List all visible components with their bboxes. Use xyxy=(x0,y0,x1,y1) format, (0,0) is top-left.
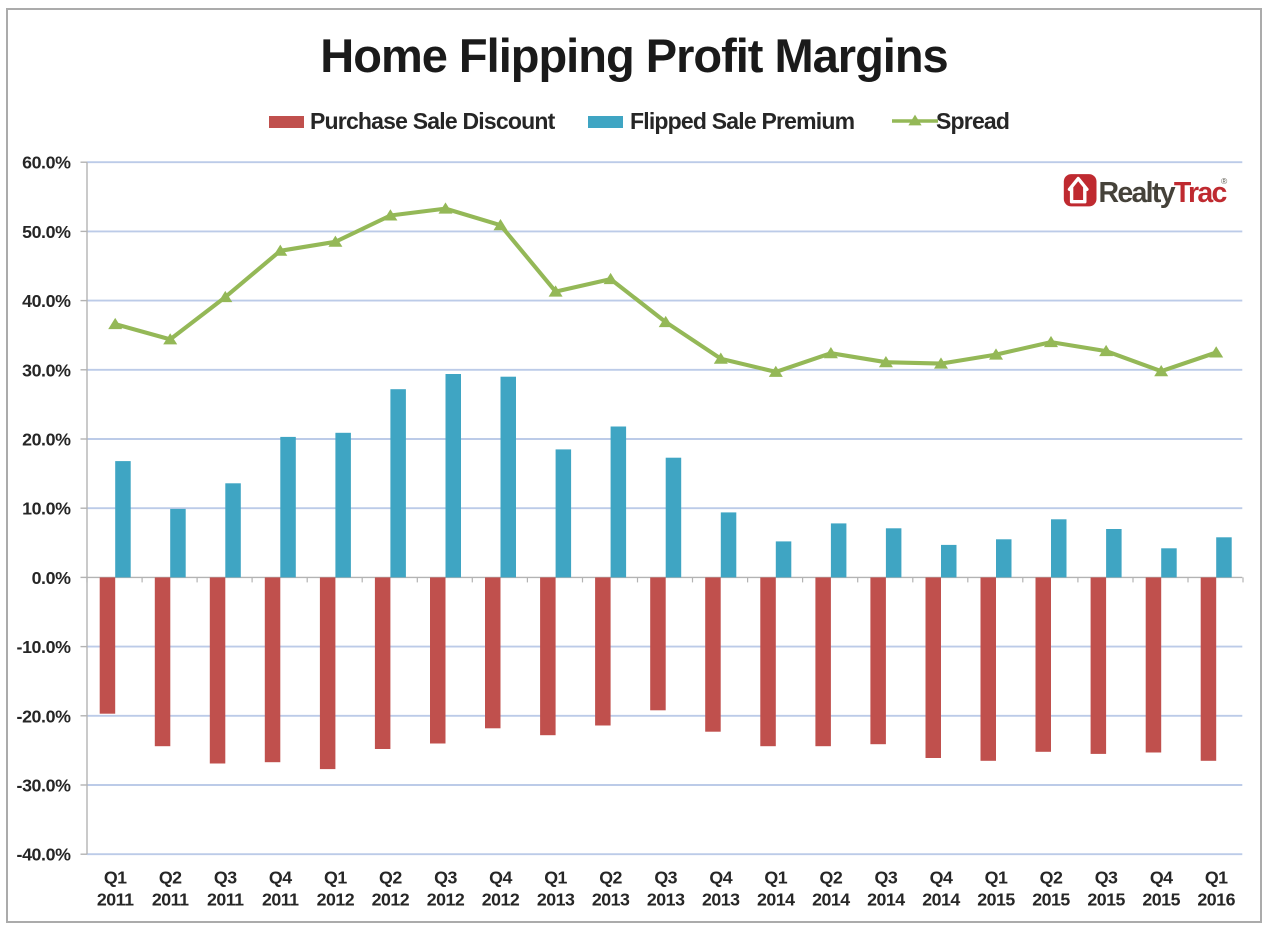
svg-text:Q4: Q4 xyxy=(1150,868,1173,888)
svg-text:Q1: Q1 xyxy=(544,868,567,888)
svg-text:Q2: Q2 xyxy=(1040,868,1063,888)
svg-text:2011: 2011 xyxy=(97,890,134,910)
svg-text:Q1: Q1 xyxy=(104,868,127,888)
svg-text:Q4: Q4 xyxy=(489,868,512,888)
svg-text:®: ® xyxy=(1221,176,1228,186)
svg-text:2014: 2014 xyxy=(812,890,850,910)
svg-text:Q3: Q3 xyxy=(654,868,677,888)
svg-text:2014: 2014 xyxy=(922,890,960,910)
svg-text:Q1: Q1 xyxy=(764,868,787,888)
svg-text:2013: 2013 xyxy=(702,890,740,910)
svg-text:Q2: Q2 xyxy=(599,868,622,888)
svg-text:-30.0%: -30.0% xyxy=(17,776,72,796)
svg-text:Q3: Q3 xyxy=(1095,868,1118,888)
svg-text:Q1: Q1 xyxy=(324,868,347,888)
svg-text:-20.0%: -20.0% xyxy=(17,706,72,726)
svg-text:-40.0%: -40.0% xyxy=(17,845,72,865)
svg-text:0.0%: 0.0% xyxy=(32,568,72,588)
svg-text:10.0%: 10.0% xyxy=(22,499,71,519)
svg-text:2015: 2015 xyxy=(1032,890,1070,910)
svg-text:2012: 2012 xyxy=(372,890,410,910)
svg-text:2012: 2012 xyxy=(482,890,520,910)
svg-text:Q4: Q4 xyxy=(709,868,732,888)
svg-text:2012: 2012 xyxy=(317,890,355,910)
svg-text:Q3: Q3 xyxy=(214,868,237,888)
svg-text:-10.0%: -10.0% xyxy=(17,637,72,657)
svg-text:60.0%: 60.0% xyxy=(22,153,71,173)
svg-text:2011: 2011 xyxy=(262,890,299,910)
svg-text:2013: 2013 xyxy=(592,890,630,910)
svg-text:Q1: Q1 xyxy=(985,868,1008,888)
svg-text:2015: 2015 xyxy=(977,890,1015,910)
svg-text:2014: 2014 xyxy=(867,890,905,910)
svg-text:RealtyTrac: RealtyTrac xyxy=(1099,177,1228,209)
svg-text:Q4: Q4 xyxy=(930,868,953,888)
svg-text:2013: 2013 xyxy=(647,890,685,910)
svg-text:Q2: Q2 xyxy=(159,868,182,888)
svg-text:2011: 2011 xyxy=(152,890,189,910)
svg-text:30.0%: 30.0% xyxy=(22,360,71,380)
svg-text:40.0%: 40.0% xyxy=(22,291,71,311)
svg-text:50.0%: 50.0% xyxy=(22,222,71,242)
svg-text:2013: 2013 xyxy=(537,890,575,910)
svg-text:Q4: Q4 xyxy=(269,868,292,888)
svg-text:Q3: Q3 xyxy=(875,868,898,888)
svg-text:2015: 2015 xyxy=(1087,890,1125,910)
svg-text:2015: 2015 xyxy=(1142,890,1180,910)
svg-text:2014: 2014 xyxy=(757,890,795,910)
svg-text:Q3: Q3 xyxy=(434,868,457,888)
svg-text:2012: 2012 xyxy=(427,890,465,910)
svg-text:20.0%: 20.0% xyxy=(22,430,71,450)
svg-text:Q2: Q2 xyxy=(820,868,843,888)
svg-text:Q1: Q1 xyxy=(1205,868,1228,888)
svg-text:Q2: Q2 xyxy=(379,868,402,888)
svg-text:2011: 2011 xyxy=(207,890,244,910)
svg-text:2016: 2016 xyxy=(1197,890,1235,910)
